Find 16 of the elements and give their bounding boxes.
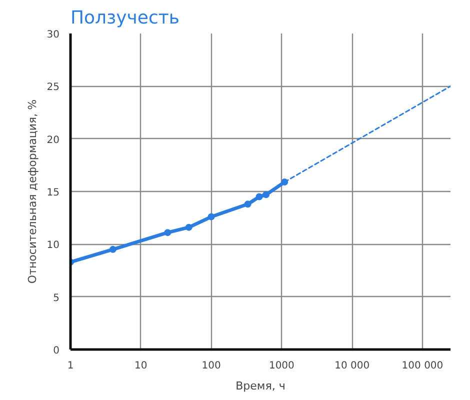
x-tick-label: 1 — [67, 360, 74, 372]
y-tick-label: 0 — [53, 346, 60, 356]
x-tick-label: 10 000 — [334, 360, 370, 372]
y-tick-label: 15 — [46, 188, 60, 198]
y-tick-label: 5 — [53, 292, 60, 304]
y-axis-title: Относительная деформация, % — [26, 99, 39, 284]
y-tick-label: 25 — [46, 82, 60, 94]
x-tick-label: 100 000 — [402, 360, 444, 372]
y-tick-label: 20 — [46, 134, 60, 146]
x-axis-title: Время, ч — [236, 380, 286, 392]
x-tick-label: 1000 — [268, 360, 294, 372]
x-tick-label: 10 — [134, 360, 148, 372]
x-tick-label: 100 — [202, 360, 221, 372]
y-tick-label: 30 — [46, 30, 60, 40]
y-tick-label: 10 — [46, 240, 60, 252]
chart-title: Ползучесть — [70, 8, 180, 28]
